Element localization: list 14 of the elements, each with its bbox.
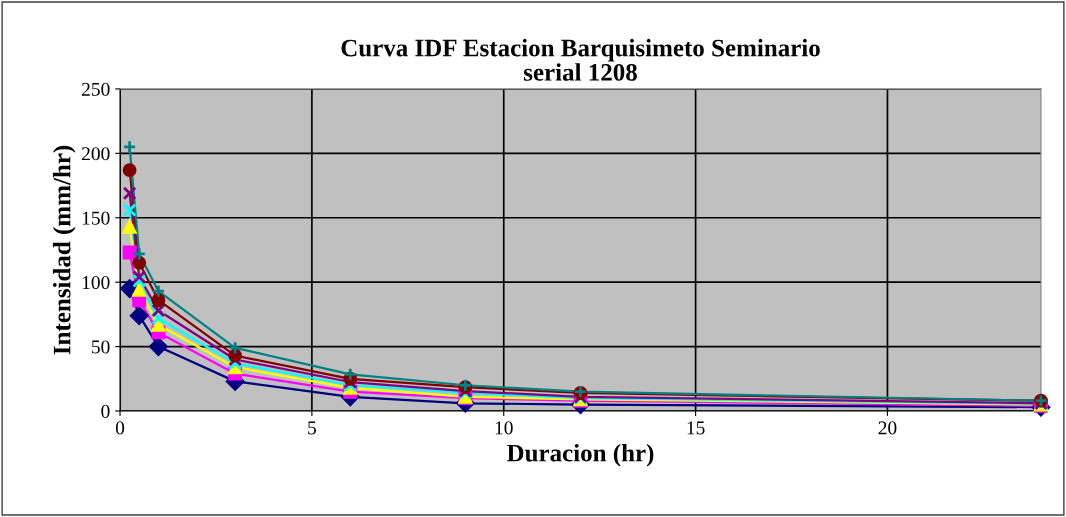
- y-tick-label: 50: [92, 340, 110, 354]
- x-tick-label: 10: [495, 421, 513, 435]
- x-axis-title: Duracion (hr): [506, 443, 654, 467]
- y-tick-label: 250: [82, 82, 110, 96]
- y-tick-label: 0: [101, 404, 110, 418]
- chart-title: Curva IDF Estacion Barquisimeto Seminario serial 1208: [341, 38, 820, 81]
- x-tick-label: 15: [687, 421, 705, 435]
- y-tick-label: 200: [82, 147, 110, 161]
- y-tick-label: 100: [82, 275, 110, 290]
- y-tick-label: 150: [82, 211, 110, 225]
- x-tick-label: 5: [308, 421, 316, 435]
- x-tick-label: 20: [878, 421, 897, 435]
- y-axis-title: Intensidad (mm/hr): [52, 145, 76, 355]
- x-tick-label: 0: [115, 421, 125, 435]
